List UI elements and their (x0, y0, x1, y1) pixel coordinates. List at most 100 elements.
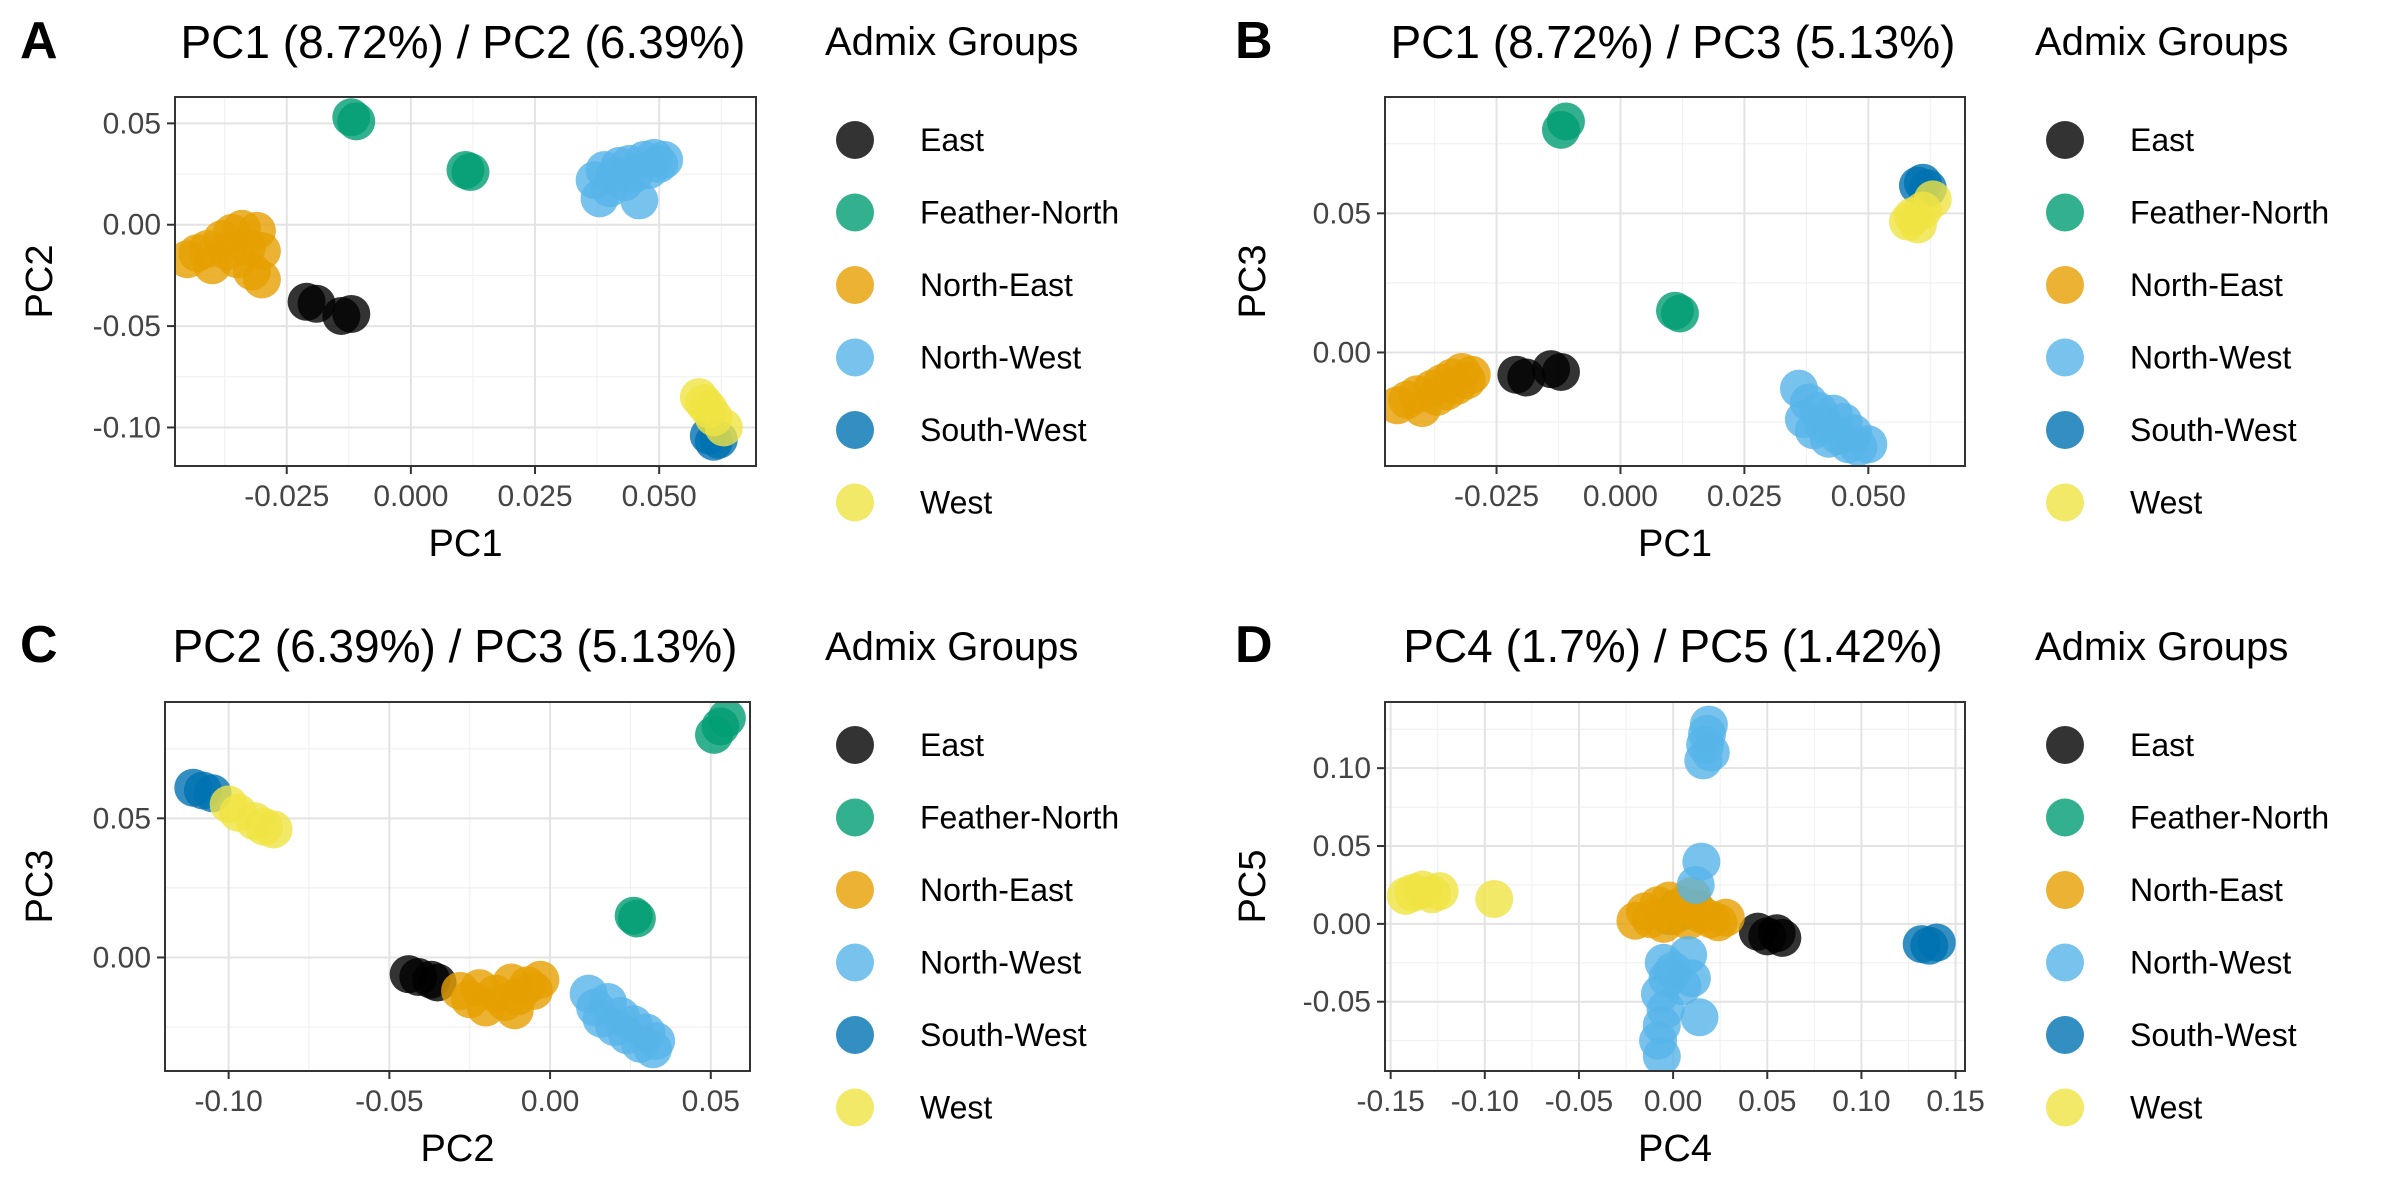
point-west (254, 810, 293, 849)
legend-label: West (2130, 1090, 2202, 1126)
panel-letter: C (20, 616, 58, 674)
legend-key-north-west (2046, 943, 2084, 982)
point-north-west (637, 1021, 676, 1060)
y-tick-label: 0.00 (1313, 336, 1371, 369)
x-tick-label: 0.00 (521, 1085, 579, 1118)
x-tick-label: -0.10 (194, 1085, 262, 1118)
legend-label: East (2130, 727, 2194, 763)
legend-key-north-east (2046, 266, 2084, 304)
y-tick-label: 0.00 (93, 941, 151, 974)
legend-label: West (2130, 485, 2202, 521)
point-feather-north (1660, 294, 1699, 333)
panel-title: PC2 (6.39%) / PC3 (5.13%) (172, 620, 737, 672)
legend-label: Feather-North (2130, 800, 2329, 836)
point-north-west (1849, 425, 1888, 464)
legend-label: North-West (920, 945, 1081, 981)
point-feather-north (337, 102, 376, 141)
x-tick-label: 0.000 (373, 480, 448, 513)
point-north-west (1691, 733, 1730, 772)
x-tick-label: -0.10 (1451, 1085, 1519, 1118)
legend-key-north-east (836, 266, 874, 304)
panel-b: B PC1 (8.72%) / PC3 (5.13%) -0.025 0.000 0.0… (1232, 12, 2329, 565)
legend-label: East (2130, 122, 2194, 158)
legend-label: Feather-North (920, 800, 1119, 836)
legend-key-feather-north (2046, 193, 2084, 232)
legend-title: Admix Groups (825, 625, 1078, 669)
point-feather-north (617, 899, 656, 938)
point-south-west (1917, 923, 1956, 962)
x-axis-title: PC1 (1638, 523, 1712, 565)
y-axis-title: PC3 (19, 850, 61, 924)
point-north-west (1689, 705, 1728, 744)
y-tick-label: 0.05 (1313, 830, 1371, 863)
x-tick-label: -0.05 (1545, 1085, 1613, 1118)
point-north-west (1680, 998, 1719, 1037)
plot-border (174, 96, 757, 467)
x-axis-title: PC1 (429, 523, 503, 565)
legend-key-north-west (836, 943, 874, 982)
y-axis-title: PC3 (1232, 245, 1274, 319)
y-tick-label: -0.05 (1303, 986, 1371, 1019)
legend-label: East (920, 727, 984, 763)
legend-key-west (2046, 1088, 2084, 1127)
legend-key-feather-north (836, 193, 874, 232)
panel-c: C PC2 (6.39%) / PC3 (5.13%) -0.10 -0.05 0.00… (19, 616, 1119, 1170)
y-tick-label: 0.05 (93, 802, 151, 835)
legend-label: Feather-North (2130, 195, 2329, 231)
legend: Admix Groups East Feather-North North-East N… (2035, 20, 2329, 522)
y-axis-title: PC5 (1232, 850, 1274, 924)
legend-label: South-West (920, 412, 1087, 448)
legend-key-west (2046, 483, 2084, 522)
legend-label: South-West (2130, 1017, 2297, 1053)
plot-border (1384, 96, 1966, 467)
scatter-points (175, 98, 743, 461)
x-tick-label: -0.05 (355, 1085, 423, 1118)
y-tick-label: 0.05 (1313, 197, 1371, 230)
legend-key-east (2046, 121, 2084, 159)
point-north-west (1682, 842, 1721, 881)
panel-title: PC1 (8.72%) / PC2 (6.39%) (180, 16, 745, 68)
panel-letter: B (1235, 12, 1273, 70)
panel-title: PC1 (8.72%) / PC3 (5.13%) (1390, 16, 1955, 68)
legend-label: South-West (2130, 412, 2297, 448)
grid (165, 702, 750, 1071)
point-north-west (620, 181, 659, 220)
scatter-points (174, 702, 746, 1069)
point-east (1763, 918, 1802, 957)
legend-title: Admix Groups (2035, 625, 2288, 669)
panel-letter: D (1235, 616, 1273, 674)
point-north-east (1706, 898, 1745, 937)
legend-label: North-East (920, 267, 1073, 303)
point-north-west (1642, 1037, 1681, 1071)
y-axis-title: PC2 (19, 245, 61, 319)
legend-label: South-West (920, 1017, 1087, 1053)
x-axis-title: PC2 (421, 1128, 495, 1170)
legend-label: East (920, 122, 984, 158)
point-east (1541, 352, 1580, 391)
legend-key-east (2046, 726, 2084, 764)
plot-background (165, 702, 750, 1071)
legend-key-west (836, 483, 874, 522)
legend-title: Admix Groups (2035, 20, 2288, 64)
legend-label: West (920, 1090, 992, 1126)
x-tick-label: 0.05 (682, 1085, 740, 1118)
point-north-east (242, 260, 281, 299)
point-east (332, 294, 371, 333)
x-tick-label: 0.025 (1707, 480, 1782, 513)
scatter-points (1385, 102, 1952, 466)
legend-label: North-East (2130, 872, 2283, 908)
y-tick-label: 0.05 (103, 107, 161, 140)
legend-label: North-West (2130, 340, 2291, 376)
point-west (1913, 180, 1952, 219)
x-tick-label: -0.025 (244, 480, 329, 513)
legend-key-west (836, 1088, 874, 1127)
point-north-west (1672, 959, 1711, 998)
legend-key-south-west (836, 411, 874, 449)
x-axis-title: PC4 (1638, 1128, 1712, 1170)
scatter-points (1386, 705, 1956, 1071)
x-tick-label: -0.025 (1454, 480, 1539, 513)
plot-background (1385, 97, 1965, 466)
point-feather-north (1546, 102, 1585, 141)
legend-title: Admix Groups (825, 20, 1078, 64)
